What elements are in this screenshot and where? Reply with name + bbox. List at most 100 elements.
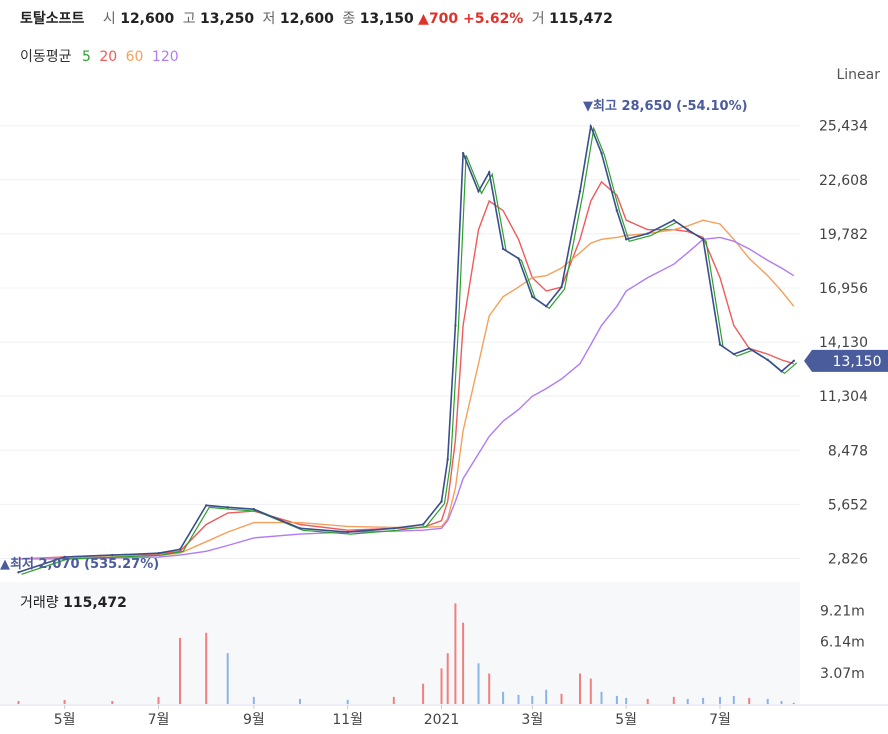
price-point bbox=[446, 458, 449, 461]
volume-bar bbox=[748, 697, 751, 704]
volume-bar bbox=[157, 696, 160, 704]
volume-tick-label: 6.14m bbox=[820, 635, 865, 651]
price-point bbox=[488, 171, 491, 174]
price-tick-label: 16,956 bbox=[819, 281, 868, 297]
volume-panel-title: 거래량 bbox=[20, 595, 59, 611]
ma-legend-title: 이동평균 bbox=[20, 49, 72, 65]
volume-tick-label: 9.21m bbox=[820, 603, 865, 619]
price-point bbox=[646, 232, 649, 235]
price-point bbox=[625, 238, 628, 241]
price-tick-label: 2,826 bbox=[828, 551, 868, 567]
ma-legend[interactable]: 이동평균 5 20 60 120 bbox=[20, 46, 183, 66]
time-tick-label: 5월 bbox=[615, 712, 637, 728]
price-grid bbox=[0, 125, 800, 559]
price-point bbox=[440, 500, 443, 503]
max-price-annotation: ▼최고 28,650 (-54.10%) bbox=[583, 99, 748, 114]
ma-legend-5[interactable]: 5 bbox=[81, 49, 91, 65]
price-axis: 25,434 22,608 19,782 16,956 14,130 11,304 8,47… bbox=[819, 119, 868, 568]
price-tick-label: 14,130 bbox=[819, 335, 868, 351]
open-label: 시 bbox=[102, 11, 116, 27]
volume-panel-area bbox=[0, 582, 800, 704]
min-price-annotation: ▲최저 2,070 (535.27%) bbox=[0, 557, 159, 572]
volume-bar bbox=[719, 696, 721, 704]
price-point bbox=[178, 548, 182, 551]
price-point bbox=[157, 552, 160, 555]
price-point bbox=[461, 152, 465, 155]
volume-label: 거 bbox=[531, 11, 545, 27]
low-value: 12,600 bbox=[279, 11, 334, 27]
price-point bbox=[501, 247, 505, 251]
price-point bbox=[63, 555, 66, 559]
price-point bbox=[454, 324, 457, 327]
volume-tick-label: 3.07m bbox=[820, 666, 865, 682]
volume-bar bbox=[625, 697, 628, 704]
volume-bar bbox=[502, 691, 505, 704]
price-point bbox=[252, 508, 255, 511]
volume-bar bbox=[600, 691, 603, 704]
volume-bar bbox=[560, 693, 563, 704]
high-label: 고 bbox=[182, 11, 196, 27]
scale-mode-toggle[interactable]: Linear bbox=[836, 67, 880, 83]
volume-bar bbox=[440, 668, 443, 704]
price-point bbox=[615, 209, 619, 212]
volume-bars bbox=[17, 603, 795, 704]
ma-legend-120[interactable]: 120 bbox=[151, 49, 179, 65]
close-label: 종 bbox=[342, 11, 356, 27]
price-point bbox=[672, 219, 675, 222]
price-tick-label: 22,608 bbox=[819, 173, 868, 189]
ma-legend-60[interactable]: 60 bbox=[125, 49, 144, 65]
price-tick-label: 8,478 bbox=[828, 443, 868, 459]
volume-bar bbox=[702, 697, 705, 704]
price-point bbox=[600, 152, 603, 155]
volume-bar bbox=[111, 701, 114, 704]
price-tick-label: 11,304 bbox=[819, 389, 868, 405]
time-tick-label: 5월 bbox=[54, 712, 76, 728]
price-tick-label: 19,782 bbox=[819, 227, 868, 243]
volume-bar bbox=[392, 696, 395, 704]
last-price-tag-bg bbox=[804, 349, 888, 372]
ma120-line bbox=[18, 236, 795, 560]
volume-bar bbox=[454, 603, 457, 704]
quote-header: 토탈소프트 시 12,600 고 13,250 저 12,600 종 13,15… bbox=[20, 8, 613, 28]
time-tick-label: 11월 bbox=[332, 712, 363, 728]
price-point bbox=[226, 506, 229, 509]
price-point bbox=[766, 358, 769, 362]
volume-bar bbox=[252, 696, 255, 704]
price-tick-label: 25,434 bbox=[819, 119, 868, 135]
volume-bar bbox=[17, 701, 20, 704]
volume-value: 115,472 bbox=[549, 11, 613, 27]
open-value: 12,600 bbox=[120, 11, 175, 27]
volume-bar bbox=[686, 698, 689, 704]
ma20-line bbox=[18, 180, 795, 560]
price-line bbox=[18, 123, 795, 574]
time-tick-label: 2021 bbox=[424, 712, 460, 728]
moving-average-lines bbox=[18, 126, 798, 575]
volume-axis: 9.21m 6.14m 3.07m bbox=[820, 603, 865, 681]
volume-bar bbox=[672, 696, 675, 704]
volume-bar bbox=[488, 673, 491, 704]
volume-bar bbox=[63, 699, 66, 704]
time-axis: 5월 7월 9월 11월 2021 3월 5월 7월 bbox=[0, 704, 888, 728]
last-price-tag-label: 13,150 bbox=[833, 354, 882, 370]
high-value: 13,250 bbox=[200, 11, 255, 27]
last-price-tag: 13,150 bbox=[804, 349, 888, 372]
time-tick-label: 9월 bbox=[243, 712, 265, 728]
volume-bar bbox=[226, 653, 229, 704]
price-point bbox=[732, 352, 735, 356]
volume-panel-bg bbox=[0, 582, 800, 704]
price-point bbox=[111, 553, 114, 557]
volume-bar bbox=[792, 702, 795, 704]
price-point bbox=[517, 257, 520, 260]
volume-bar bbox=[179, 637, 181, 704]
ma5-line bbox=[21, 126, 798, 575]
stock-name: 토탈소프트 bbox=[20, 11, 85, 27]
price-tick-label: 5,652 bbox=[828, 497, 868, 513]
price-series: 13,150 bbox=[17, 123, 888, 574]
price-point bbox=[578, 190, 582, 193]
volume-bar bbox=[732, 695, 735, 704]
price-point bbox=[477, 190, 480, 193]
volume-panel-label: 거래량 115,472 bbox=[20, 592, 127, 612]
ma-legend-20[interactable]: 20 bbox=[99, 49, 118, 65]
volume-bar bbox=[446, 653, 449, 704]
